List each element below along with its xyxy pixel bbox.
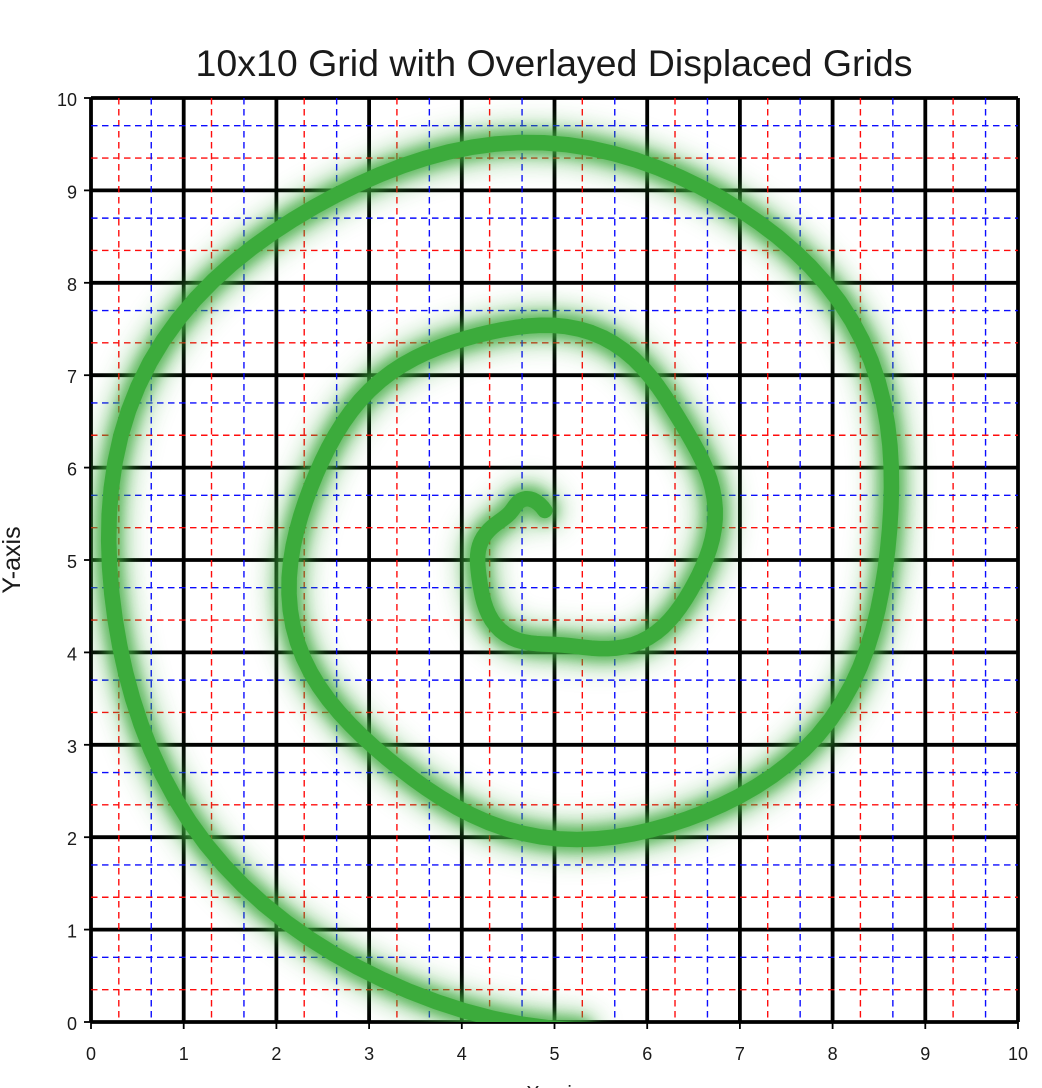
svg-text:7: 7 bbox=[67, 367, 77, 387]
svg-text:10x10 Grid with Overlayed Disp: 10x10 Grid with Overlayed Displaced Grid… bbox=[196, 42, 913, 84]
svg-text:10: 10 bbox=[1008, 1044, 1028, 1064]
svg-text:5: 5 bbox=[67, 552, 77, 572]
svg-text:8: 8 bbox=[828, 1044, 838, 1064]
svg-text:2: 2 bbox=[67, 829, 77, 849]
svg-text:3: 3 bbox=[364, 1044, 374, 1064]
svg-text:2: 2 bbox=[271, 1044, 281, 1064]
svg-text:9: 9 bbox=[67, 182, 77, 202]
svg-text:6: 6 bbox=[67, 460, 77, 480]
svg-text:0: 0 bbox=[67, 1014, 77, 1034]
svg-text:3: 3 bbox=[67, 737, 77, 757]
svg-text:X-axis: X-axis bbox=[526, 1083, 582, 1088]
svg-text:10: 10 bbox=[57, 90, 77, 110]
svg-text:1: 1 bbox=[67, 922, 77, 942]
svg-text:9: 9 bbox=[920, 1044, 930, 1064]
svg-text:4: 4 bbox=[457, 1044, 467, 1064]
svg-text:0: 0 bbox=[86, 1044, 96, 1064]
svg-text:6: 6 bbox=[642, 1044, 652, 1064]
svg-text:4: 4 bbox=[67, 644, 77, 664]
svg-text:8: 8 bbox=[67, 275, 77, 295]
svg-text:7: 7 bbox=[735, 1044, 745, 1064]
svg-text:5: 5 bbox=[549, 1044, 559, 1064]
svg-text:1: 1 bbox=[179, 1044, 189, 1064]
svg-text:Y-axis: Y-axis bbox=[0, 526, 26, 593]
